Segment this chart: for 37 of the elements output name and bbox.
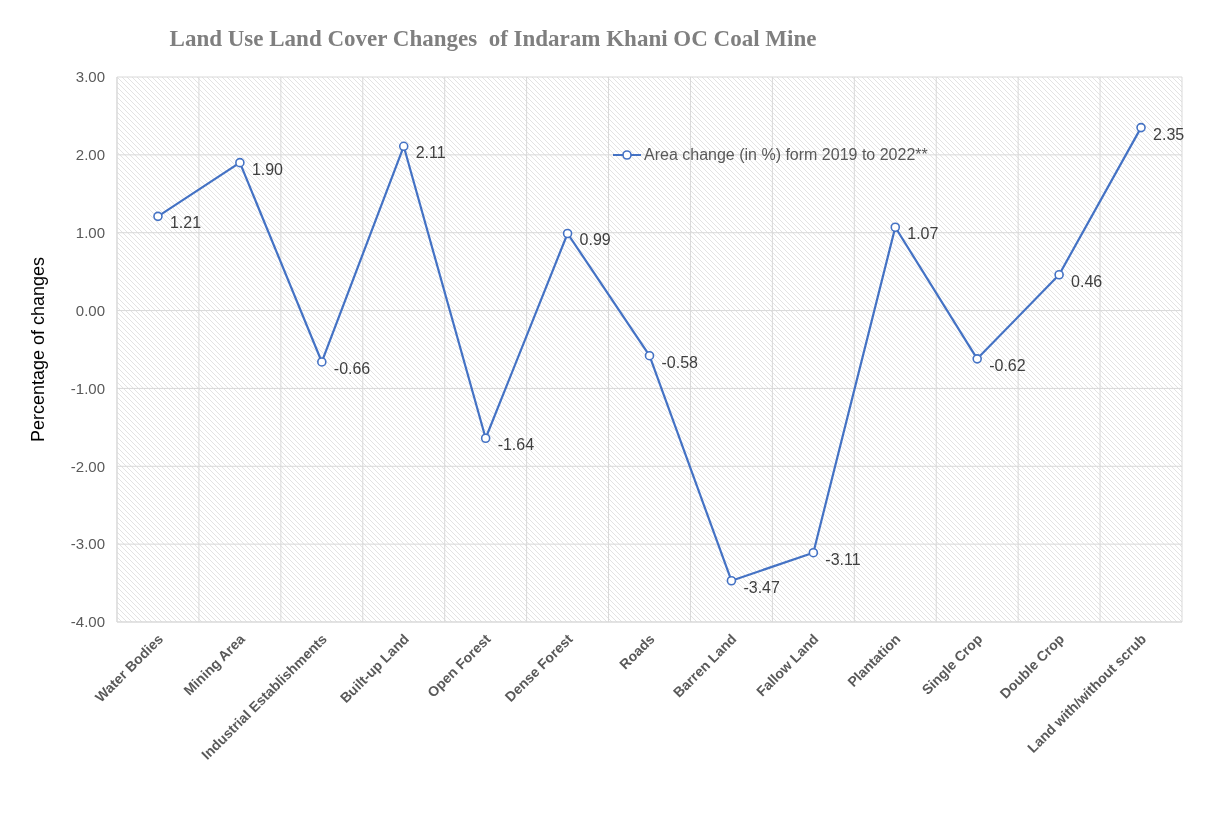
- point: [726, 575, 737, 586]
- data-label: 0.99: [579, 230, 611, 248]
- legend-label: Area change (in %) form 2019 to 2022**: [644, 146, 928, 164]
- point: [153, 211, 163, 222]
- data-label: -1.64: [497, 435, 535, 453]
- data-label: -0.62: [989, 356, 1026, 374]
- point: [890, 222, 901, 233]
- y-tick-label: -3.00: [70, 535, 105, 553]
- data-label: -0.66: [333, 359, 371, 377]
- point: [1054, 269, 1064, 280]
- data-label: 1.90: [251, 160, 284, 178]
- point: [317, 357, 327, 367]
- point: [1136, 122, 1146, 133]
- y-tick-label: -1.00: [70, 379, 105, 397]
- y-tick-label: -4.00: [70, 613, 105, 631]
- data-label: 1.07: [907, 224, 939, 242]
- data-label: -3.47: [743, 578, 780, 596]
- point: [398, 141, 409, 152]
- data-label: 0.46: [1071, 272, 1103, 290]
- data-label: 2.35: [1153, 125, 1185, 143]
- data-label: -0.58: [661, 353, 699, 371]
- data-label: 2.11: [415, 143, 446, 161]
- point: [562, 228, 573, 239]
- point: [972, 354, 982, 364]
- point: [480, 433, 491, 444]
- point: [808, 547, 819, 558]
- data-label: -3.11: [825, 550, 861, 568]
- y-tick-label: 0.00: [75, 301, 105, 319]
- y-tick-label: -2.00: [70, 457, 105, 475]
- y-axis-title: Percentage of changes: [28, 256, 48, 443]
- chart-title: Land Use Land Cover Changes of Indaram Khani OC Coal Mine: [168, 26, 818, 52]
- point: [644, 350, 655, 361]
- y-tick-label: 1.00: [75, 224, 105, 242]
- y-tick-label: 2.00: [75, 146, 105, 164]
- point: [235, 157, 245, 168]
- y-tick-label: 3.00: [75, 68, 105, 86]
- data-label: 1.21: [169, 213, 202, 231]
